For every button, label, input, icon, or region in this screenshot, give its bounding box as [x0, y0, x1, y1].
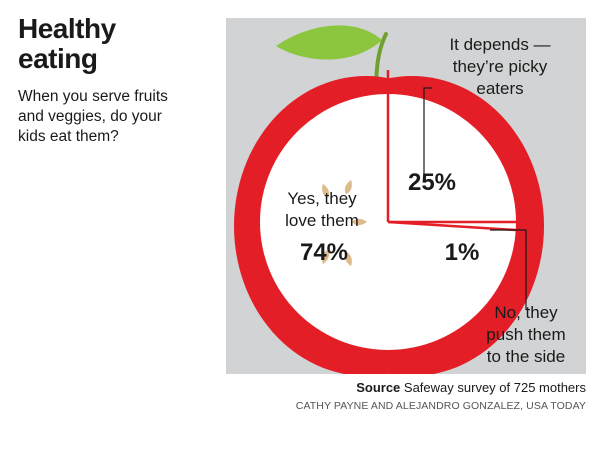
- source-line: Source Safeway survey of 725 mothers: [226, 380, 586, 395]
- apple-pie-chart: It depends — they’re picky eaters 25% Yes, t…: [234, 25, 566, 374]
- source-text: Safeway survey of 725 mothers: [403, 380, 586, 395]
- label-depends-line: they’re picky: [453, 57, 548, 76]
- title-line-2: eating: [18, 43, 98, 74]
- apple-seed: [344, 252, 352, 267]
- chart-subtitle: When you serve fruits and veggies, do yo…: [18, 87, 223, 147]
- value-label-yes: 74%: [300, 239, 348, 266]
- subtitle-line-1: When you serve fruits: [18, 88, 168, 105]
- label-no-line: push them: [486, 325, 565, 344]
- label-depends-line: It depends —: [449, 35, 550, 54]
- label-yes-line: Yes, they: [287, 189, 357, 208]
- subtitle-line-2: and veggies, do your: [18, 108, 162, 125]
- label-depends-line: eaters: [476, 79, 523, 98]
- title-line-1: Healthy: [18, 13, 116, 44]
- label-no-line: No, they: [494, 303, 558, 322]
- apple-seed: [322, 183, 330, 198]
- value-label-depends: 25%: [408, 169, 456, 196]
- chart-title: Healthy eating: [18, 14, 208, 74]
- leader-line-no: [490, 229, 527, 310]
- source-label: Source: [356, 380, 401, 395]
- apple-leaf: [276, 25, 382, 60]
- label-yes-line: love them: [285, 211, 359, 230]
- apple-seed: [322, 250, 330, 265]
- leader-line-depends: [423, 87, 432, 178]
- value-label-no: 1%: [445, 239, 480, 266]
- label-no-line: to the side: [487, 347, 565, 366]
- chart-panel: It depends — they’re picky eaters 25% Yes, t…: [226, 18, 586, 374]
- apple-seed: [344, 179, 352, 194]
- subtitle-line-3: kids eat them?: [18, 128, 119, 145]
- apple-seed: [352, 218, 367, 226]
- credit-line: CATHY PAYNE AND ALEJANDRO GONZALEZ, USA …: [295, 400, 586, 412]
